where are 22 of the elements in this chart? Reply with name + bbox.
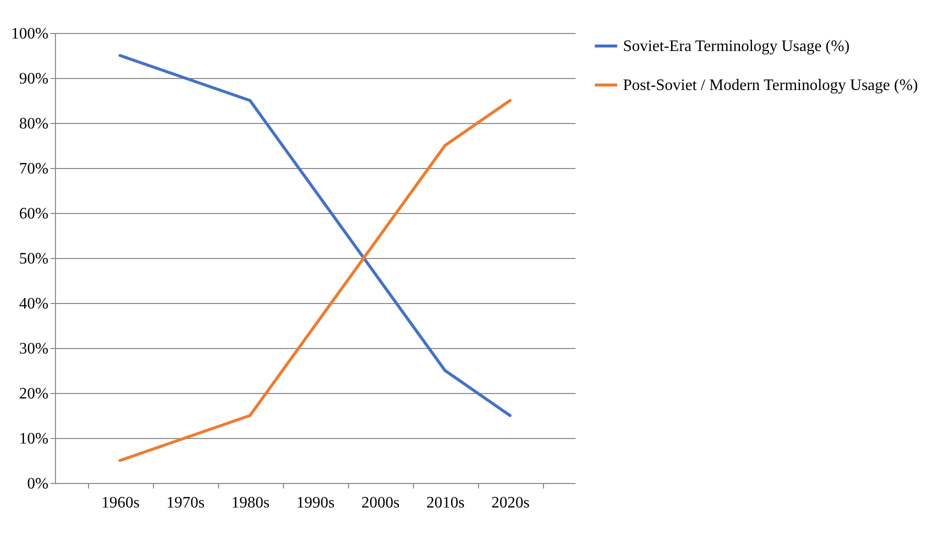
y-tick-label: 90% (19, 70, 48, 88)
legend-label: Post-Soviet / Modern Terminology Usage (%) (623, 77, 918, 94)
line-series (118, 54, 512, 417)
y-tick-label: 70% (19, 160, 48, 178)
y-tick-label: 30% (19, 340, 48, 358)
y-tick-label: 10% (19, 430, 48, 448)
x-tick-label: 2020s (491, 494, 530, 512)
y-tick-label: 40% (19, 296, 48, 312)
legend-label: Soviet-Era Terminology Usage (%) (623, 38, 850, 55)
x-tick-label: 1960s (101, 494, 140, 512)
y-tick-label: 50% (19, 250, 48, 268)
y-tick-label: 0% (27, 476, 48, 492)
x-tick-label: 2010s (426, 494, 465, 512)
x-tick-label: 1990s (296, 494, 335, 512)
x-tick-label: 2000s (361, 494, 400, 512)
y-tick-label: 20% (19, 386, 48, 402)
line-series (118, 99, 512, 462)
y-tick-label: 80% (19, 116, 48, 132)
y-tick-label: 100% (11, 26, 48, 42)
x-tick-label: 1980s (231, 494, 270, 512)
x-tick-label: 1970s (166, 494, 205, 512)
y-tick-label: 60% (19, 206, 48, 222)
